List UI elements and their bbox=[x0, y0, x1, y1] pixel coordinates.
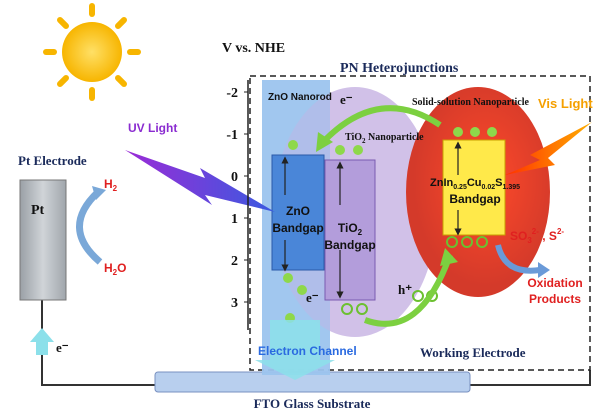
sun bbox=[43, 3, 141, 101]
pt-title: Pt Electrode bbox=[18, 153, 87, 168]
formula-part: 0.25 bbox=[453, 184, 467, 191]
working-label: Working Electrode bbox=[420, 345, 526, 360]
zno-nanorod-label: ZnO Nanorod bbox=[268, 92, 332, 103]
solid-formula: ZnIn0.25Cu0.02S1.395 bbox=[430, 177, 520, 191]
e-arrow bbox=[30, 328, 54, 355]
tick-label: -1 bbox=[226, 128, 238, 143]
text: 2- bbox=[557, 227, 564, 236]
text: 2 bbox=[358, 228, 363, 237]
text: TiO bbox=[345, 132, 362, 143]
oxidation-arrow bbox=[495, 244, 541, 274]
tio2-bandgap bbox=[324, 159, 376, 301]
reactants: SO32- , S2- bbox=[510, 227, 564, 245]
electrons bbox=[283, 127, 497, 323]
products-label: Products bbox=[529, 292, 581, 306]
oxidation-label: Oxidation bbox=[527, 276, 582, 290]
formula-part: ZnIn bbox=[430, 177, 453, 189]
arrowhead bbox=[92, 186, 106, 200]
tick-label: 2 bbox=[231, 254, 238, 269]
h2-arrow bbox=[76, 189, 103, 265]
channel-label: Electron Channel bbox=[258, 344, 357, 358]
text: , S bbox=[539, 229, 557, 243]
text: 2 bbox=[362, 137, 366, 145]
solid-title: Solid-solution Nanoparticle bbox=[412, 97, 530, 108]
text: 3 bbox=[527, 236, 532, 245]
text: 2 bbox=[113, 268, 118, 277]
formula-part: Cu bbox=[467, 177, 482, 189]
arrowhead bbox=[440, 248, 458, 266]
tio2-label: TiO2 bbox=[338, 221, 363, 237]
pt-electrode bbox=[19, 179, 67, 301]
bandgap-arrows bbox=[281, 141, 462, 299]
h2o-label: H2O bbox=[104, 261, 126, 277]
channel-arrow bbox=[255, 320, 335, 380]
text: H bbox=[104, 177, 113, 191]
tick-label: 1 bbox=[231, 212, 238, 227]
text: Nanoparticle bbox=[366, 132, 425, 143]
tick-label: 0 bbox=[231, 170, 238, 185]
solid-bandgap bbox=[442, 139, 506, 236]
uv-lightning bbox=[125, 150, 275, 212]
transfer-arrows bbox=[322, 105, 453, 327]
hole-label: h⁺ bbox=[398, 282, 412, 297]
tio2-nanoparticle-label: TiO2 Nanoparticle bbox=[345, 132, 424, 145]
electron-bottom: e⁻ bbox=[306, 290, 319, 305]
zno-bandgap-label: Bandgap bbox=[272, 221, 323, 235]
arrowhead bbox=[316, 132, 333, 152]
electron-top: e⁻ bbox=[340, 92, 353, 107]
zno-bandgap bbox=[271, 154, 325, 271]
axis-title: V vs. NHE bbox=[222, 41, 285, 56]
formula-part: 0.02 bbox=[482, 184, 496, 191]
uv-label: UV Light bbox=[128, 121, 177, 135]
working-electrode-box bbox=[249, 75, 591, 371]
vis-lightning bbox=[505, 122, 592, 175]
text: H bbox=[104, 261, 113, 275]
formula-part: S bbox=[495, 177, 502, 189]
formula-part: 1.395 bbox=[502, 184, 520, 191]
pt-label: Pt bbox=[31, 203, 45, 218]
arrowhead bbox=[538, 262, 550, 278]
fto-label: FTO Glass Substrate bbox=[254, 396, 371, 411]
text: O bbox=[117, 261, 126, 275]
tick-label: 3 bbox=[231, 296, 238, 311]
text: 2 bbox=[113, 184, 118, 193]
tick-label: -2 bbox=[226, 86, 238, 101]
title: PN Heterojunctions bbox=[340, 61, 459, 76]
axis: -2 -1 0 1 2 3 bbox=[226, 80, 249, 330]
solid-bandgap-label: Bandgap bbox=[449, 192, 500, 206]
text: 2- bbox=[532, 227, 539, 236]
vis-label: Vis Light bbox=[538, 96, 593, 111]
zno-label: ZnO bbox=[286, 204, 310, 218]
tio2-bandgap-label: Bandgap bbox=[324, 238, 375, 252]
pt-electron: e⁻ bbox=[56, 340, 69, 355]
h2-label: H2 bbox=[104, 177, 118, 193]
text: TiO bbox=[338, 221, 358, 235]
text: SO bbox=[510, 229, 527, 243]
